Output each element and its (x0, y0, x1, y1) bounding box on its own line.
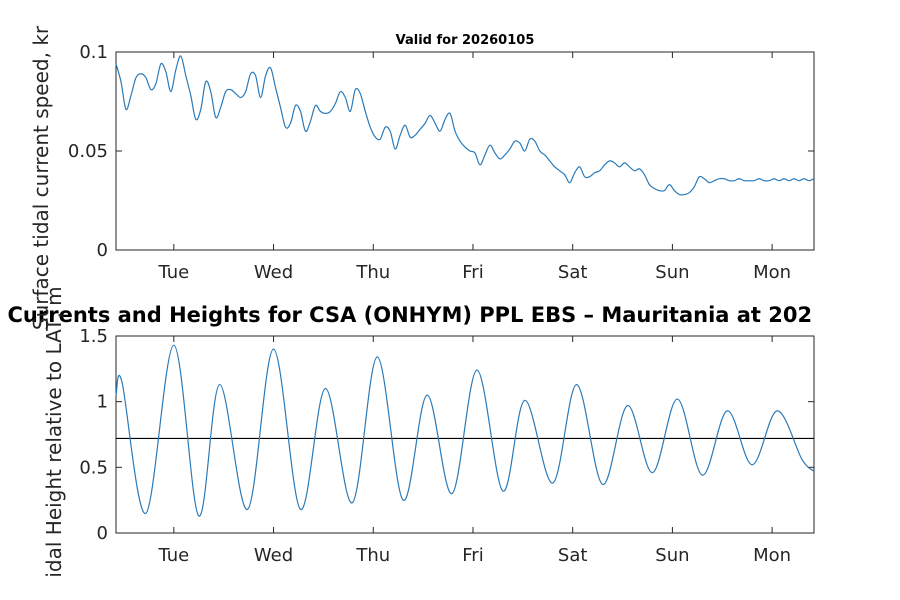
current-speed-panel: Valid for 20260105 0 0.05 0.1 Tue Wed Thu Fri… (68, 33, 815, 283)
current-speed-x-axis: Tue Wed Thu Fri Sat Sun Mon (157, 52, 791, 283)
tidal-height-x-tick-label-wed: Wed (254, 545, 293, 566)
current-speed-plot-area (115, 51, 815, 251)
current-speed-x-tick-label-fri: Fri (462, 262, 483, 283)
current-speed-y-tick-label: 0 (97, 240, 108, 261)
current-speed-y-axis-label: Surface tidal current speed, kr (29, 25, 53, 330)
tidal-height-x-tick-label-tue: Tue (157, 545, 189, 566)
tidal-height-y-axis: 0 0.5 1 1.5 (79, 326, 814, 544)
current-speed-x-tick-label-thu: Thu (355, 262, 390, 283)
tidal-height-plot-area (115, 335, 815, 534)
current-speed-x-tick-label-tue: Tue (157, 262, 189, 283)
tidal-height-y-axis-label: idal Height relative to LAT, m (42, 286, 66, 577)
tidal-height-series-line (115, 344, 815, 517)
current-speed-x-tick-label-sat: Sat (558, 262, 588, 283)
tidal-height-x-tick-label-sat: Sat (558, 545, 588, 566)
tidal-height-y-tick-label: 1.5 (79, 326, 108, 347)
current-speed-y-tick-label: 0.1 (79, 42, 108, 63)
tidal-height-y-tick-label: 0 (97, 523, 108, 544)
tidal-height-x-tick-label-sun: Sun (655, 545, 689, 566)
main-chart-title: l Currents and Heights for CSA (ONHYM) P… (0, 303, 812, 327)
tidal-height-y-tick-label: 1 (97, 392, 108, 413)
current-speed-y-tick-label: 0.05 (68, 141, 108, 162)
current-speed-series-line (115, 55, 815, 196)
current-speed-y-axis: 0 0.05 0.1 (68, 42, 814, 261)
current-speed-x-tick-label-mon: Mon (753, 262, 791, 283)
current-speed-x-tick-label-sun: Sun (655, 262, 689, 283)
current-speed-x-tick-label-wed: Wed (254, 262, 293, 283)
tidal-height-x-tick-label-fri: Fri (462, 545, 483, 566)
tidal-height-x-axis: Tue Wed Thu Fri Sat Sun Mon (157, 336, 791, 566)
tidal-height-y-tick-label: 0.5 (79, 457, 108, 478)
tidal-height-x-tick-label-mon: Mon (753, 545, 791, 566)
tidal-height-x-tick-label-thu: Thu (355, 545, 390, 566)
current-speed-title: Valid for 20260105 (396, 33, 535, 48)
tidal-height-panel: 0 0.5 1 1.5 Tue Wed Thu Fri Sat Sun Mon (79, 326, 815, 566)
